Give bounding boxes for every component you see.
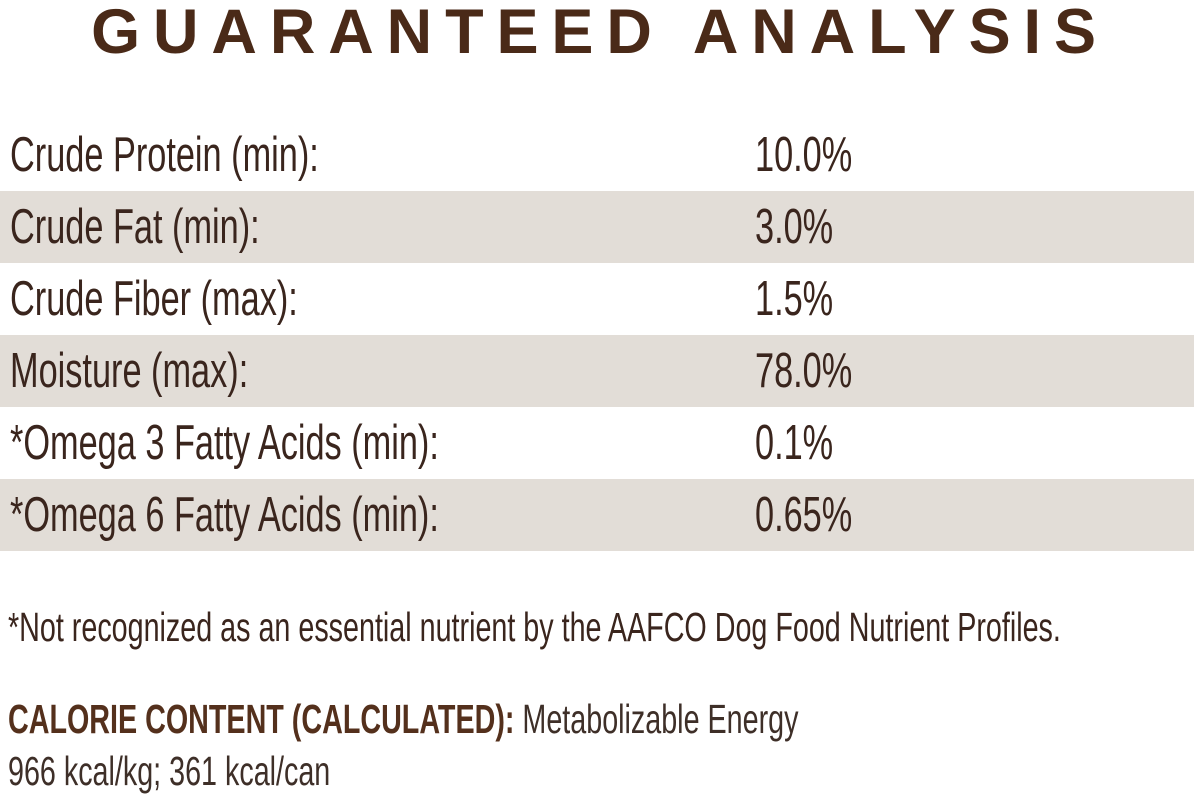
calorie-values: 966 kcal/kg; 361 kcal/can [8,748,331,794]
nutrient-label: Crude Fiber (max): [10,272,298,326]
table-row: Crude Fiber (max): 1.5% [0,263,1194,335]
calorie-content-heading: CALORIE CONTENT (CALCULATED): [8,696,515,742]
nutrient-value: 0.1% [755,416,834,470]
table-row: Moisture (max): 78.0% [0,335,1194,407]
nutrient-value: 10.0% [755,128,853,182]
table-row: Crude Fat (min): 3.0% [0,191,1194,263]
nutrient-label: Crude Protein (min): [10,128,319,182]
nutrient-value: 0.65% [755,488,853,542]
nutrient-label: Crude Fat (min): [10,200,260,254]
table-row: *Omega 3 Fatty Acids (min): 0.1% [0,407,1194,479]
nutrient-label: Moisture (max): [10,344,249,398]
analysis-table: Crude Protein (min): 10.0% Crude Fat (mi… [0,119,1194,551]
table-row: Crude Protein (min): 10.0% [0,119,1194,191]
nutrient-label: *Omega 6 Fatty Acids (min): [10,488,439,542]
nutrient-label: *Omega 3 Fatty Acids (min): [10,416,439,470]
panel-title: GUARANTEED ANALYSIS [91,0,1109,67]
calorie-content-line: CALORIE CONTENT (CALCULATED): Metaboliza… [8,696,1137,743]
calorie-content-subtitle: Metabolizable Energy [522,696,799,742]
aafco-footnote: *Not recognized as an essential nutrient… [8,604,1061,650]
nutrient-value: 78.0% [755,344,853,398]
table-row: *Omega 6 Fatty Acids (min): 0.65% [0,479,1194,551]
nutrient-value: 3.0% [755,200,834,254]
nutrient-value: 1.5% [755,272,834,326]
